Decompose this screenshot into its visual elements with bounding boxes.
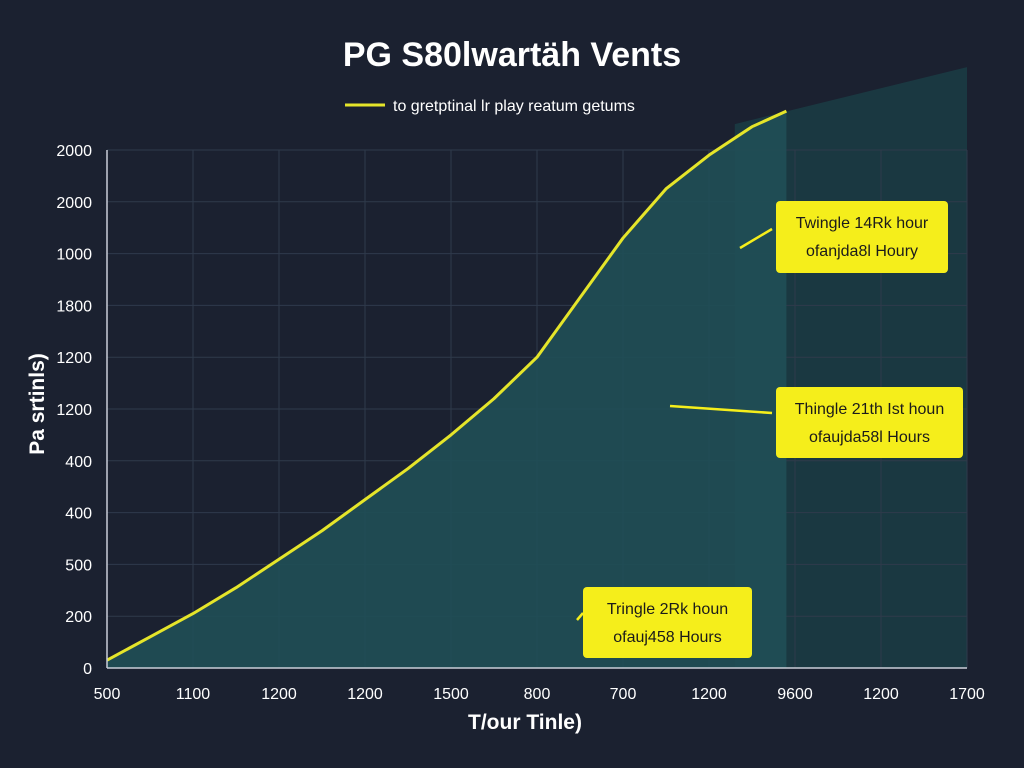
x-tick-label: 1200	[261, 686, 297, 703]
legend-label: to gretptinal lr play reatum getums	[393, 98, 635, 115]
annotation-callout: Twingle 14Rk hour ofanjda8l Houry	[739, 201, 948, 273]
x-tick-label: 500	[94, 686, 121, 703]
x-tick-label: 1100	[176, 686, 211, 703]
x-tick-label: 1200	[347, 686, 383, 703]
annotation-line2: ofauj458 Hours	[613, 629, 722, 646]
y-tick-label: 2000	[56, 143, 92, 160]
annotation-box	[776, 201, 948, 273]
y-tick-label: 0	[83, 661, 92, 678]
y-tick-labels: 0 200 500 400 400 1200 1200 1800 1000 2000 2000	[56, 143, 92, 678]
x-tick-labels: 500 1100 1200 1200 1500 800 700 1200 9600 1200 170…	[94, 686, 985, 703]
x-tick-label: 1500	[433, 686, 469, 703]
y-tick-label: 1200	[56, 350, 92, 367]
series-area	[106, 109, 788, 668]
y-axis-label: Pa srtinls)	[26, 353, 49, 455]
y-tick-label: 400	[65, 454, 92, 471]
x-axis-label: T/our Tinle)	[468, 711, 582, 734]
y-tick-label: 1800	[56, 298, 92, 315]
x-tick-label: 1200	[691, 686, 727, 703]
annotation-box	[776, 387, 963, 458]
y-tick-label: 500	[65, 557, 92, 574]
annotation-line1: Thingle 21th Ist houn	[795, 401, 944, 418]
chart-title: PG S80lwartäh Vents	[343, 36, 681, 74]
annotation-callout: Thingle 21th Ist houn ofaujda58l Hours	[669, 387, 963, 458]
y-tick-label: 400	[65, 506, 92, 523]
series-fill	[107, 111, 787, 668]
y-tick-label: 2000	[56, 195, 92, 212]
y-tick-label: 1200	[56, 402, 92, 419]
x-tick-label: 700	[610, 686, 637, 703]
annotation-arrow	[576, 612, 584, 621]
x-tick-label: 1700	[949, 686, 985, 703]
y-tick-label: 200	[65, 609, 92, 626]
series-line	[106, 109, 788, 662]
annotation-arrow	[739, 227, 773, 250]
annotation-line2: ofanjda8l Houry	[806, 243, 918, 260]
y-tick-label: 1000	[56, 247, 92, 264]
annotation-arrow	[669, 404, 773, 415]
legend: to gretptinal lr play reatum getums	[345, 98, 635, 115]
annotation-box	[583, 587, 752, 658]
x-tick-label: 800	[524, 686, 551, 703]
annotation-line2: ofaujda58l Hours	[809, 429, 930, 446]
x-tick-label: 9600	[777, 686, 813, 703]
axes	[106, 150, 967, 669]
annotation-line1: Twingle 14Rk hour	[796, 215, 929, 232]
annotation-callout: Tringle 2Rk houn ofauj458 Hours	[576, 587, 752, 658]
x-tick-label: 1200	[863, 686, 899, 703]
annotation-line1: Tringle 2Rk houn	[607, 601, 728, 618]
annotations: Twingle 14Rk hour ofanjda8l Houry Thingle …	[576, 201, 963, 658]
